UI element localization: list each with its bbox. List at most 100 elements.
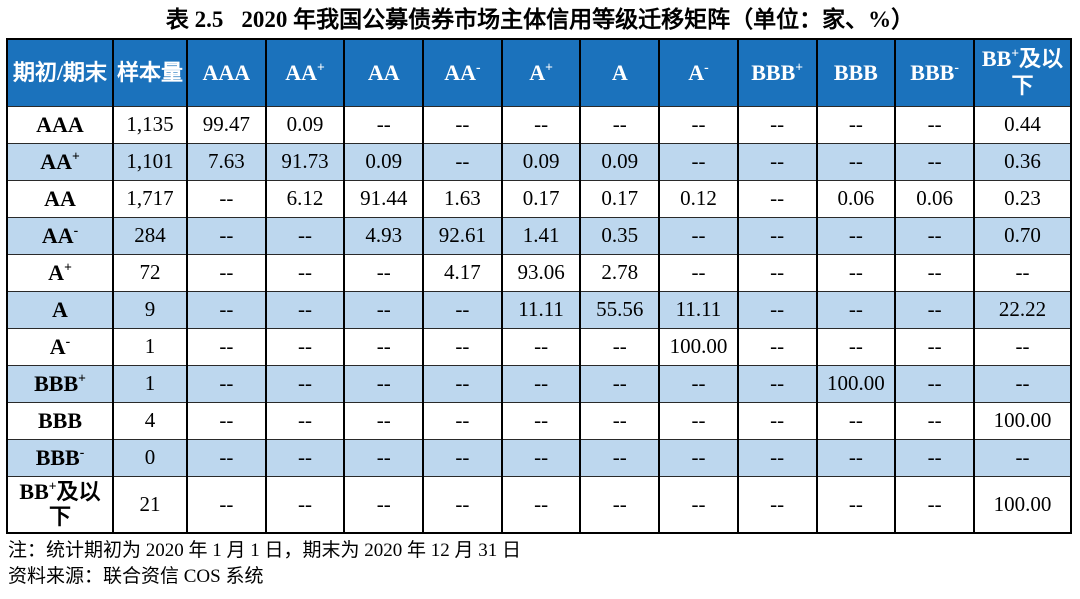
value-cell: -- (500, 364, 582, 403)
value-cell: -- (343, 438, 425, 477)
value-cell: -- (579, 475, 661, 534)
value-cell: -- (973, 253, 1072, 292)
value-cell: 91.73 (264, 142, 346, 181)
row-label: BBB (6, 401, 114, 440)
value-cell: -- (736, 105, 818, 144)
notes: 注：统计期初为 2020 年 1 月 1 日，期末为 2020 年 12 月 3… (8, 538, 1080, 590)
value-cell: -- (186, 290, 267, 329)
value-cell: -- (186, 216, 267, 255)
value-cell: 0.09 (500, 142, 582, 181)
column-header: BB+及以下 (973, 38, 1072, 107)
table-row: BBB- 0 -- -- -- -- -- -- -- -- -- -- -- (6, 438, 1072, 477)
column-header: AA (343, 38, 425, 107)
value-cell: -- (658, 142, 739, 181)
value-cell: -- (736, 401, 818, 440)
sample-count-cell: 4 (112, 401, 188, 440)
value-cell: 92.61 (422, 216, 503, 255)
value-cell: 0.44 (973, 105, 1072, 144)
table-row: AAA 1,135 99.47 0.09 -- -- -- -- -- -- -- -- 0.44 (6, 105, 1072, 144)
value-cell: -- (579, 401, 661, 440)
sample-count-cell: 284 (112, 216, 188, 255)
value-cell: -- (658, 364, 739, 403)
value-cell: 100.00 (815, 364, 897, 403)
value-cell: -- (264, 364, 346, 403)
value-cell: -- (186, 401, 267, 440)
table-head: 期初/期末 样本量 AAA AA+ AA AA- A+ A A- BBB+ BBB BBB- BB+及以… (6, 38, 1072, 107)
value-cell: -- (422, 475, 503, 534)
table-row: BB+及以下 21 -- -- -- -- -- -- -- -- -- -- 100.00 (6, 475, 1072, 534)
value-cell: 0.36 (973, 142, 1072, 181)
table-title-text: 2020 年我国公募债券市场主体信用等级迁移矩阵（单位：家、%） (241, 7, 915, 32)
value-cell: -- (815, 142, 897, 181)
table-row: A 9 -- -- -- -- 11.11 55.56 11.11 -- -- -- 22.22 (6, 290, 1072, 329)
column-header: A- (658, 38, 739, 107)
table-row: A+ 72 -- -- -- 4.17 93.06 2.78 -- -- -- -- -- (6, 253, 1072, 292)
table-body: AAA 1,135 99.47 0.09 -- -- -- -- -- -- -- -- 0.44 AA+… (6, 105, 1072, 534)
value-cell: 0.09 (264, 105, 346, 144)
value-cell: -- (186, 327, 267, 366)
value-cell: 4.93 (343, 216, 425, 255)
value-cell: -- (343, 401, 425, 440)
value-cell: 0.17 (500, 179, 582, 218)
value-cell: -- (658, 438, 739, 477)
table-number: 表 2.5 (165, 7, 224, 32)
value-cell: -- (500, 401, 582, 440)
value-cell: -- (894, 290, 975, 329)
value-cell: -- (894, 253, 975, 292)
sample-count-cell: 1,101 (112, 142, 188, 181)
table-row: A- 1 -- -- -- -- -- -- 100.00 -- -- -- -- (6, 327, 1072, 366)
sample-count-cell: 1 (112, 327, 188, 366)
value-cell: -- (343, 105, 425, 144)
row-label: A- (6, 327, 114, 366)
value-cell: -- (422, 105, 503, 144)
value-cell: -- (815, 438, 897, 477)
value-cell: -- (343, 290, 425, 329)
value-cell: -- (894, 105, 975, 144)
value-cell: -- (894, 327, 975, 366)
note-period: 注：统计期初为 2020 年 1 月 1 日，期末为 2020 年 12 月 3… (8, 540, 522, 561)
value-cell: 55.56 (579, 290, 661, 329)
value-cell: -- (894, 216, 975, 255)
value-cell: 0.70 (973, 216, 1072, 255)
value-cell: -- (186, 438, 267, 477)
value-cell: -- (736, 438, 818, 477)
value-cell: -- (736, 290, 818, 329)
sample-count-cell: 72 (112, 253, 188, 292)
value-cell: -- (343, 253, 425, 292)
value-cell: -- (894, 142, 975, 181)
value-cell: -- (579, 364, 661, 403)
row-label: A+ (6, 253, 114, 292)
value-cell: -- (264, 401, 346, 440)
value-cell: -- (500, 438, 582, 477)
value-cell: -- (422, 290, 503, 329)
value-cell: -- (422, 438, 503, 477)
table-row: AA 1,717 -- 6.12 91.44 1.63 0.17 0.17 0.12 -- 0.06… (6, 179, 1072, 218)
value-cell: -- (422, 401, 503, 440)
note-source: 资料来源：联合资信 COS 系统 (8, 566, 264, 587)
value-cell: -- (658, 401, 739, 440)
column-header: 样本量 (112, 38, 188, 107)
value-cell: -- (658, 105, 739, 144)
value-cell: 1.63 (422, 179, 503, 218)
sample-count-cell: 21 (112, 475, 188, 534)
column-header: A (579, 38, 661, 107)
sample-count-cell: 1,717 (112, 179, 188, 218)
column-header: AA+ (264, 38, 346, 107)
value-cell: -- (658, 253, 739, 292)
row-label: AA- (6, 216, 114, 255)
value-cell: -- (500, 327, 582, 366)
sample-count-cell: 9 (112, 290, 188, 329)
row-label: BBB+ (6, 364, 114, 403)
value-cell: 0.12 (658, 179, 739, 218)
value-cell: -- (500, 475, 582, 534)
value-cell: -- (422, 142, 503, 181)
value-cell: -- (343, 364, 425, 403)
value-cell: -- (186, 475, 267, 534)
table-row: AA+ 1,101 7.63 91.73 0.09 -- 0.09 0.09 -- -- -- -- 0… (6, 142, 1072, 181)
value-cell: 99.47 (186, 105, 267, 144)
row-label: AA (6, 179, 114, 218)
value-cell: 100.00 (973, 401, 1072, 440)
value-cell: -- (815, 475, 897, 534)
value-cell: 11.11 (500, 290, 582, 329)
column-header: AAA (186, 38, 267, 107)
